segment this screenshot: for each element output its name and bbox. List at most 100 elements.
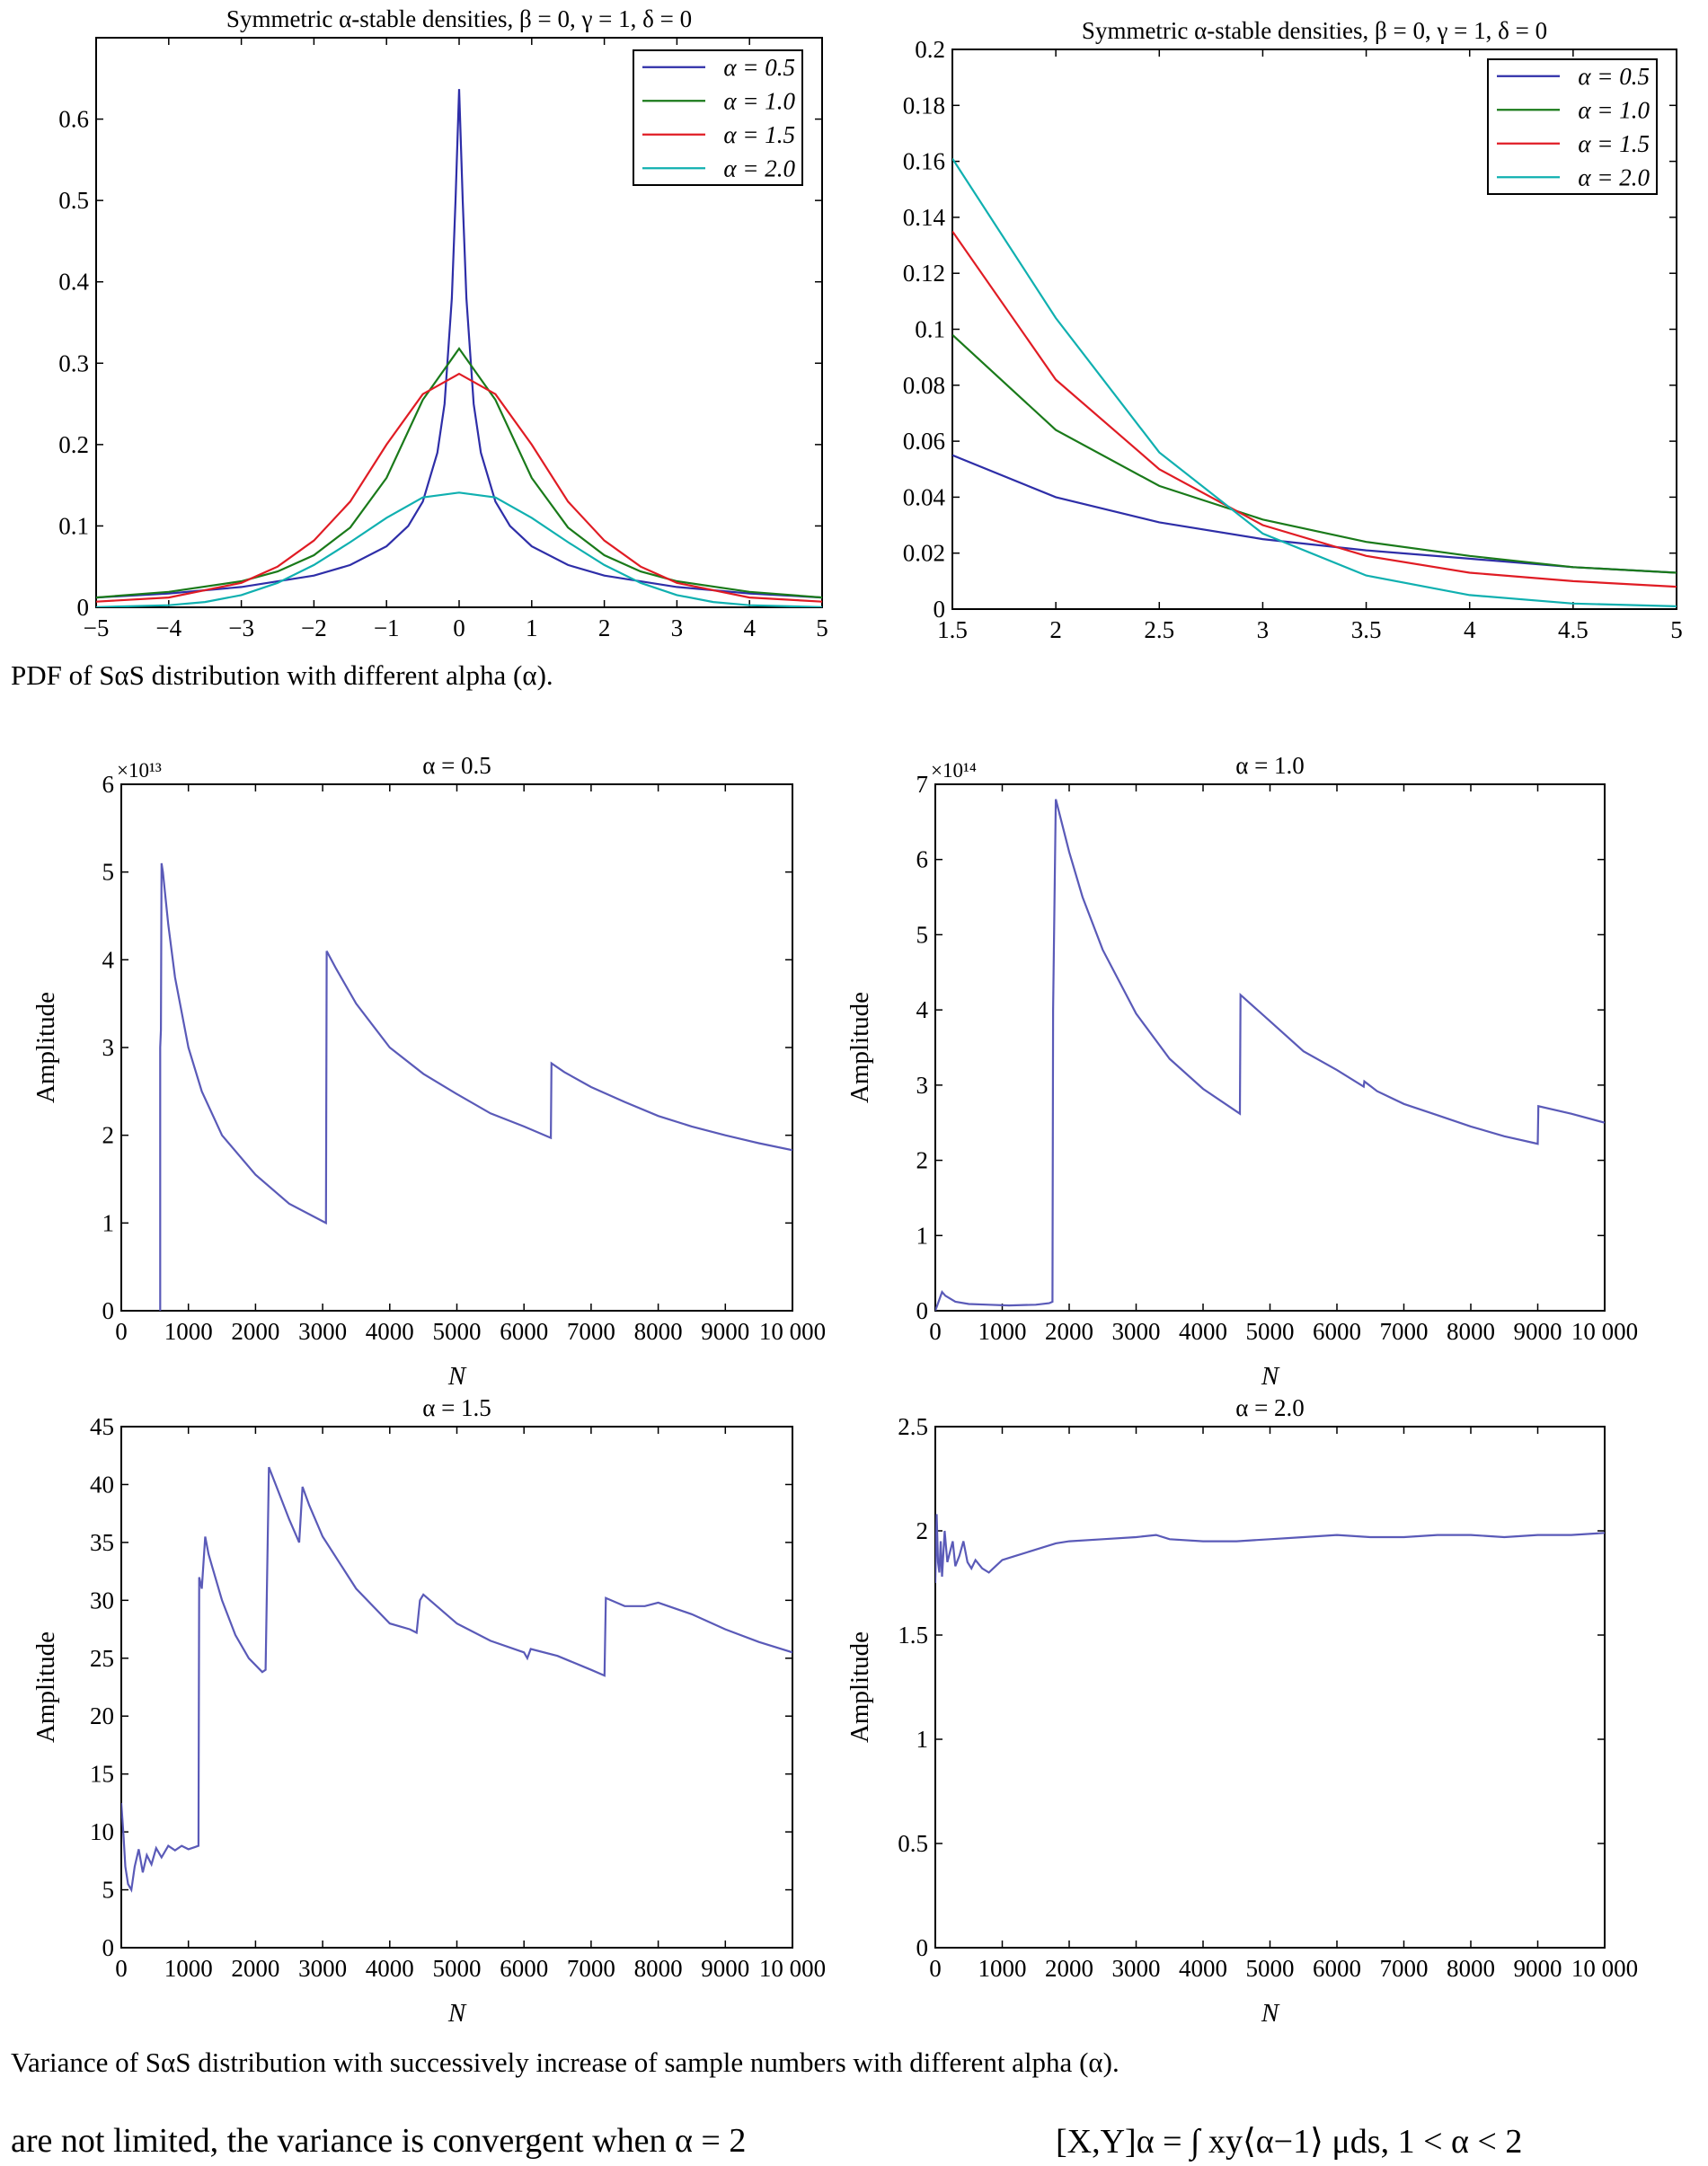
y-tick-label: 0 (102, 1297, 115, 1324)
y-tick-label: 0.14 (903, 204, 946, 231)
chart-title: Symmetric α-stable densities, β = 0, γ =… (226, 5, 692, 32)
x-tick-label: 3000 (298, 1955, 347, 1982)
y-tick-label: 0.04 (903, 483, 946, 510)
y-tick-label: 0.1 (915, 316, 945, 343)
x-tick-label: 3.5 (1351, 616, 1382, 643)
x-tick-label: 9000 (1514, 1318, 1562, 1345)
x-tick-label: −3 (228, 614, 254, 641)
y-tick-label: 1 (916, 1222, 929, 1249)
y-tick-label: 0.02 (903, 540, 945, 567)
x-axis-label: N (1261, 1362, 1280, 1391)
chart-5: α = 1.5 0 1000 2000 3000 4000 5000 6000 7000 8000… (31, 1394, 826, 2028)
body-text-right: [X,Y]α = ∫ xy⟨α−1⟩ μds, 1 < α < 2 (1056, 2123, 1523, 2161)
y-tick-label: 1 (916, 1726, 929, 1753)
x-tick-label: 5000 (1246, 1318, 1295, 1345)
x-tick-label: 5000 (433, 1318, 482, 1345)
x-tick-label: 2000 (231, 1318, 279, 1345)
y-tick-label: 0 (916, 1297, 929, 1324)
figure-caption-variance: Variance of SαS distribution with succes… (11, 2047, 1119, 2078)
x-tick-label: 6000 (500, 1955, 548, 1982)
chart-title: α = 1.5 (422, 1394, 491, 1421)
legend-label: α = 0.5 (1578, 63, 1650, 90)
legend-label: α = 2.0 (723, 155, 795, 181)
y-tick-label: 2 (916, 1517, 929, 1544)
x-tick-label: 4000 (366, 1318, 414, 1345)
x-tick-label: 2000 (231, 1955, 279, 1982)
x-tick-label: 8000 (1447, 1955, 1495, 1982)
legend-label: α = 0.5 (723, 54, 795, 81)
y-tick-label: 5 (102, 1877, 115, 1904)
series-line-1 (159, 862, 792, 1311)
y-tick-label: 0.16 (903, 148, 945, 175)
chart-title: α = 2.0 (1235, 1394, 1305, 1421)
series-line-2 (96, 347, 822, 599)
y-tick-label: 4 (916, 996, 929, 1023)
x-tick-label: 3000 (1112, 1318, 1161, 1345)
y-tick-label: 0 (934, 596, 946, 623)
x-tick-label: 1000 (164, 1318, 213, 1345)
legend-label: α = 1.0 (723, 87, 795, 114)
legend-box (633, 49, 803, 186)
x-tick-label: 4000 (1179, 1318, 1227, 1345)
plot-frame (120, 783, 793, 1312)
y-tick-label: 0.12 (903, 260, 945, 287)
y-tick-label: 0 (102, 1934, 115, 1961)
chart-6: α = 2.0 0 1000 2000 3000 4000 5000 6000 7000 8000… (845, 1394, 1638, 2028)
x-tick-label: 4.5 (1558, 616, 1589, 643)
y-axis-exponent: ×10¹³ (117, 759, 162, 782)
x-tick-label: 6000 (500, 1318, 548, 1345)
y-tick-label: 0 (77, 594, 90, 621)
x-tick-label: 7000 (1380, 1318, 1429, 1345)
chart-2: Symmetric α-stable densities, β = 0, γ =… (903, 17, 1683, 643)
x-tick-label: 10 000 (1571, 1955, 1638, 1982)
x-axis-label: N (447, 1999, 467, 2028)
x-tick-label: 6000 (1313, 1955, 1361, 1982)
x-tick-label: 5 (1670, 616, 1683, 643)
plot-frame (934, 783, 1606, 1312)
x-tick-label: 1000 (164, 1955, 213, 1982)
x-tick-label: 7000 (567, 1955, 615, 1982)
y-tick-label: 6 (102, 771, 115, 798)
series-line-1 (935, 799, 1605, 1311)
y-axis-label: Amplitude (31, 992, 60, 1103)
x-axis-label: N (1261, 1999, 1280, 2028)
plot-frame (934, 1426, 1606, 1949)
x-tick-label: 1000 (978, 1955, 1027, 1982)
x-tick-label: 5000 (433, 1955, 482, 1982)
y-tick-label: 5 (102, 859, 115, 886)
x-tick-label: 4 (1464, 616, 1476, 643)
x-tick-label: −4 (155, 614, 181, 641)
x-tick-label: 5 (816, 614, 828, 641)
chart-title: α = 0.5 (422, 752, 491, 779)
x-tick-label: 3000 (298, 1318, 347, 1345)
y-tick-label: 0.5 (58, 187, 89, 214)
legend: α = 0.5 α = 1.0 α = 1.5 α = 2.0 (1487, 58, 1658, 195)
y-tick-label: 2 (916, 1147, 929, 1174)
x-tick-label: 9000 (701, 1955, 749, 1982)
y-tick-label: 5 (916, 921, 929, 948)
x-tick-label: 1.5 (937, 616, 968, 643)
y-axis-label: Amplitude (31, 1631, 60, 1743)
y-tick-label: 15 (90, 1761, 114, 1788)
y-tick-label: 30 (90, 1587, 114, 1613)
y-tick-label: 7 (916, 771, 929, 798)
series-line-4 (952, 157, 1677, 607)
x-tick-label: 4 (743, 614, 756, 641)
x-tick-label: 10 000 (759, 1955, 826, 1982)
x-tick-label: 4000 (366, 1955, 414, 1982)
x-axis-label: N (447, 1362, 467, 1391)
y-tick-label: 40 (90, 1471, 114, 1498)
x-tick-label: 0 (453, 614, 465, 641)
y-tick-label: 0.1 (58, 512, 89, 539)
x-tick-label: 1 (526, 614, 538, 641)
y-tick-label: 2.5 (898, 1413, 928, 1440)
x-tick-label: 8000 (1447, 1318, 1495, 1345)
y-tick-label: 0.3 (58, 349, 89, 376)
legend-label: α = 1.0 (1578, 96, 1650, 123)
series-line-3 (952, 230, 1677, 588)
y-tick-label: 10 (90, 1818, 114, 1845)
x-tick-label: 3000 (1112, 1955, 1161, 1982)
y-tick-label: 2 (102, 1122, 115, 1149)
x-tick-label: −2 (301, 614, 327, 641)
